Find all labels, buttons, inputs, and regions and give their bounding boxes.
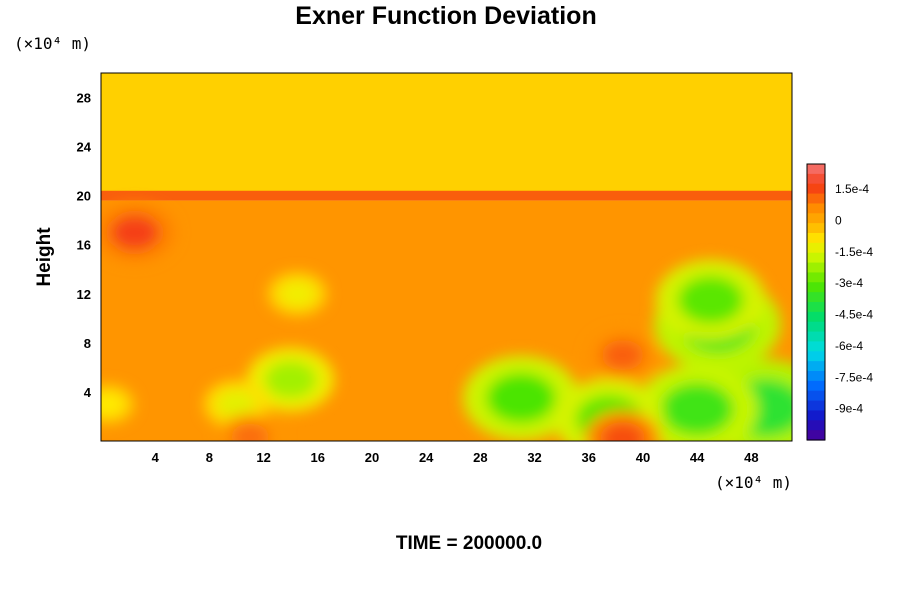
colorbar-segment [807, 282, 825, 293]
colorbar-segment [807, 183, 825, 195]
field-feature [217, 390, 256, 419]
colorbar-segment [807, 341, 825, 352]
x-tick-label: 8 [206, 450, 213, 465]
x-axis-ticks: 4 8 12 16 20 24 28 32 36 40 44 48 [152, 450, 759, 465]
colorbar-segment [807, 242, 825, 254]
colorbar-segment [807, 203, 825, 214]
colorbar-tick-label: -3e-4 [835, 276, 863, 290]
field-features [101, 202, 792, 441]
colorbar-tick-label: -6e-4 [835, 339, 863, 353]
colorbar-segment [807, 380, 825, 392]
y-tick-label: 16 [77, 238, 91, 253]
colorbar-segment [807, 252, 825, 264]
colorbar-segment [807, 361, 825, 372]
y-tick-label: 12 [77, 287, 91, 302]
colorbar-segment [807, 164, 825, 175]
colorbar-segment [807, 262, 825, 274]
colorbar-segment [807, 351, 825, 362]
x-tick-label: 36 [582, 450, 596, 465]
y-tick-label: 24 [77, 140, 92, 155]
colorbar-segment [807, 321, 825, 333]
y-tick-label: 8 [84, 336, 91, 351]
colorbar-segment [807, 311, 825, 323]
colorbar-tick-label: 0 [835, 213, 842, 227]
field-band [101, 73, 792, 196]
colorbar-segment [807, 371, 825, 382]
colorbar-segment [807, 213, 825, 224]
field-feature [110, 214, 160, 251]
y-tick-label: 4 [84, 385, 92, 400]
colorbar-segment [807, 173, 825, 185]
x-tick-label: 20 [365, 450, 379, 465]
x-axis-units: (×10⁴ m) [715, 473, 792, 492]
x-tick-label: 12 [256, 450, 270, 465]
colorbar-segment [807, 390, 825, 402]
y-tick-label: 28 [77, 91, 91, 106]
x-tick-label: 28 [473, 450, 487, 465]
colorbar-tick-label: -7.5e-4 [835, 370, 873, 384]
colorbar-segment [807, 420, 825, 431]
x-tick-label: 4 [152, 450, 160, 465]
colorbar-segment [807, 400, 825, 412]
colorbar-segment [807, 331, 825, 343]
colorbar-segment [807, 193, 825, 205]
colorbar-tick-label: -9e-4 [835, 402, 863, 416]
field-feature [677, 276, 744, 324]
x-tick-label: 40 [636, 450, 650, 465]
time-label: TIME = 200000.0 [396, 533, 542, 554]
colorbar-ticks: 1.5e-4 0 -1.5e-4 -3e-4 -4.5e-4 -6e-4 -7.5e-4 -9… [835, 182, 873, 416]
colorbar [806, 163, 826, 441]
plot-frame [100, 72, 793, 442]
colorbar-frame [806, 163, 826, 441]
x-tick-label: 48 [744, 450, 758, 465]
field-feature [599, 422, 646, 441]
y-axis-units: (×10⁴ m) [14, 34, 91, 53]
colorbar-tick-label: 1.5e-4 [835, 182, 869, 196]
field-feature [264, 360, 317, 399]
field-feature [279, 281, 316, 307]
plot-area [101, 73, 792, 441]
chart-title: Exner Function Deviation [295, 2, 596, 30]
colorbar-segment [807, 410, 825, 421]
field-feature [486, 373, 556, 424]
colorbar-segment [807, 233, 825, 244]
colorbar-segment [807, 430, 825, 441]
colorbar-segment [807, 302, 825, 313]
colorbar-tick-label: -4.5e-4 [835, 308, 873, 322]
y-tick-label: 20 [77, 189, 91, 204]
x-tick-label: 44 [690, 450, 705, 465]
x-tick-label: 16 [311, 450, 325, 465]
field-feature [230, 423, 270, 441]
x-tick-label: 24 [419, 450, 434, 465]
x-tick-label: 32 [527, 450, 541, 465]
field-feature [660, 382, 734, 436]
field-feature [601, 339, 644, 371]
field-band [101, 190, 792, 201]
y-axis-label: Height [34, 227, 55, 287]
colorbar-tick-label: -1.5e-4 [835, 245, 873, 259]
y-axis-ticks: 4 8 12 16 20 24 28 [77, 91, 92, 400]
colorbar-segment [807, 272, 825, 283]
colorbar-segment [807, 292, 825, 303]
colorbar-segment [807, 223, 825, 234]
field-feature [101, 392, 124, 416]
